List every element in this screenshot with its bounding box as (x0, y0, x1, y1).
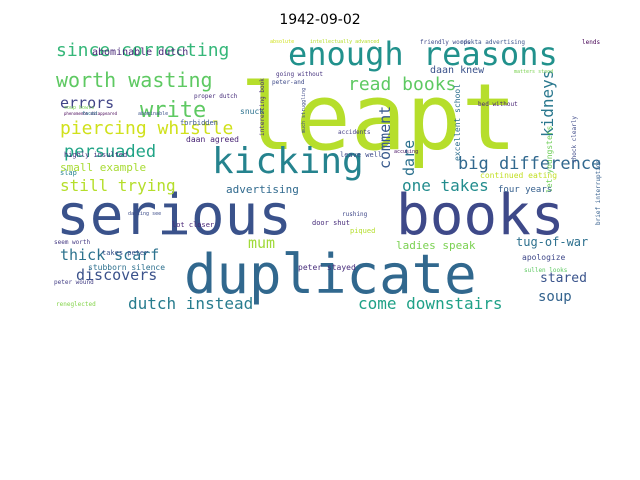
word-lot-closer: lot closer (172, 221, 215, 229)
word-let-youngsters: let youngsters (545, 125, 554, 194)
word-interesting-book: interesting book (259, 77, 266, 136)
word-tug-of-war: tug-of-war (516, 235, 589, 249)
word-ladies-speak: ladies speak (396, 239, 476, 252)
word-bed-without: bed without (478, 101, 518, 108)
word-serious: serious (56, 183, 293, 248)
word-stubborn-silence: stubborn silence (88, 263, 166, 272)
word-four-years: four years (498, 185, 553, 195)
word-accusing: accusing (394, 149, 419, 155)
word-leave-well: leave well (340, 151, 383, 159)
word-seem-worth: seem worth (54, 239, 91, 246)
word-faced: faced (82, 111, 98, 117)
word-abominable: abominable (138, 111, 169, 117)
word-dare: dare (400, 139, 418, 176)
word-kicking: kicking (212, 141, 364, 182)
word-comment: comment (376, 105, 394, 169)
word-piercing-whistle: piercing whistle (60, 118, 234, 139)
word-discovers: discovers (76, 266, 158, 284)
word-shock-clearly: shock clearly (571, 115, 578, 163)
word-peter-and: peter-and (272, 79, 305, 86)
word-daan-knew: daan knew (430, 65, 485, 76)
word-books: books (396, 183, 565, 248)
word-persuaded: persuaded (64, 142, 157, 162)
word-accidents: accidents (338, 129, 371, 136)
word-mum: mum (248, 234, 276, 252)
word-intellectually-advanced: intellectually advanced (310, 39, 380, 45)
word-going-without: going without (276, 71, 323, 78)
word-write: write (140, 98, 207, 123)
word-one-takes: one takes (402, 176, 489, 195)
word-stared: stared (540, 271, 587, 286)
word-forbidden: forbidden (180, 119, 218, 127)
word-proper-dutch: proper dutch (194, 93, 238, 100)
word-darling-see: darling see (128, 211, 162, 217)
word-daan-agreed: daan agreed (186, 135, 239, 144)
word-soup: soup (538, 289, 572, 305)
word-piqued: piqued (350, 227, 376, 235)
word-since-correcting: since correcting (56, 40, 230, 61)
word-slap: slap (60, 169, 77, 177)
word-read-books: read books (348, 74, 457, 95)
word-worth-wasting: worth wasting (56, 68, 213, 92)
word-come-downstairs: come downstairs (358, 294, 503, 313)
word-sullen-looks: sullen looks (524, 267, 568, 274)
word-advertising: advertising (226, 183, 299, 196)
word-excellent-school: excellent school (453, 83, 462, 161)
page-title: 1942-09-02 (279, 12, 361, 28)
word-errors: errors (60, 94, 115, 112)
word-still-trying: still trying (60, 176, 176, 195)
word-apologize: apologize (522, 253, 566, 262)
word-enough-reasons: enough reasons (288, 36, 558, 73)
word-peter-wound: peter wound (54, 279, 94, 286)
word-opekta-advertising: opekta advertising (460, 39, 526, 46)
word-big-difference: big difference (458, 154, 602, 174)
word-brief-interruption: brief interruption (595, 159, 602, 225)
word-lends: lends (582, 39, 601, 46)
word-leapt: leapt (240, 64, 517, 171)
word-small-example: small example (60, 161, 147, 174)
word-door-shut: door shut (312, 219, 350, 227)
word-absolute: absolute (270, 39, 295, 45)
word-reneglected: reneglected (56, 301, 96, 308)
word-duplicate: duplicate (184, 243, 477, 306)
word-highly-insulted: highly insulted (64, 151, 128, 159)
word-friendly-words: friendly words (420, 39, 471, 46)
word-takes-peter: takes peter (102, 249, 149, 257)
word-dutch-instead: dutch instead (128, 294, 254, 313)
word-rushing: rushing (342, 211, 368, 218)
word-soup-bowls: soup bowls (64, 105, 95, 111)
word-cloud: leapt serious books duplicate enough reasons… (40, 36, 604, 320)
word-thick-scarf: thick scarf (60, 246, 160, 264)
word-phenomenon-disappeared: phenomenon disappeared (64, 111, 117, 116)
word-matters-stood: matters stood (514, 69, 554, 75)
word-snuck: snuck (240, 107, 265, 116)
word-peter-stayed: peter stayed (298, 263, 356, 272)
word-continued-eating: continued eating (480, 171, 558, 180)
word-abominable-dutch: abominable dutch (92, 47, 189, 58)
word-much-struggling: much struggling (301, 87, 307, 133)
